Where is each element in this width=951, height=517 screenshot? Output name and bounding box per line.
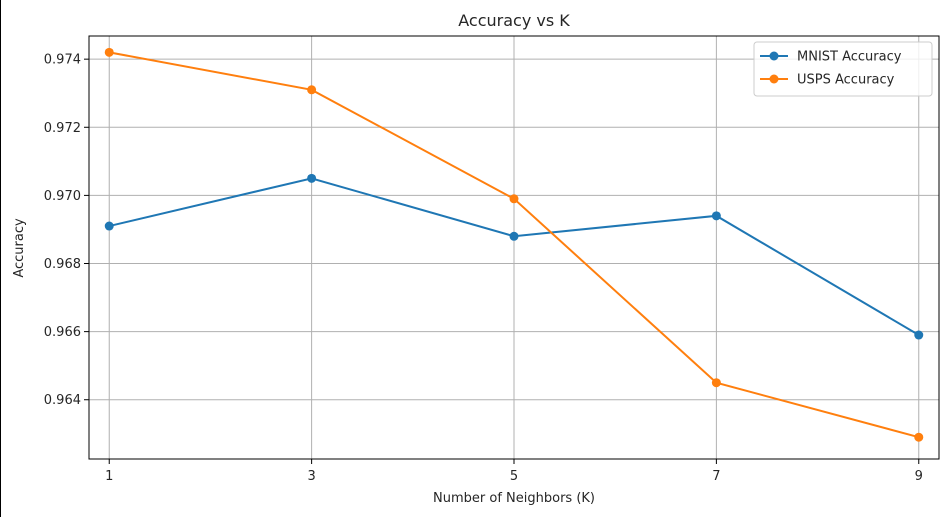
y-axis-ticks: 0.964 0.966 0.968 0.970 0.972 0.974: [44, 53, 89, 408]
y-axis-label: Accuracy: [12, 218, 27, 278]
data-point: [914, 432, 924, 442]
legend-label: USPS Accuracy: [797, 73, 895, 88]
window-left-border: [0, 0, 1, 517]
x-tick-label: 7: [712, 469, 720, 484]
legend-marker: [769, 74, 779, 84]
y-tick-label: 0.974: [44, 53, 81, 68]
data-point: [104, 221, 114, 231]
grid-lines: [89, 36, 939, 459]
y-tick-label: 0.970: [44, 189, 81, 204]
x-tick-label: 9: [915, 469, 923, 484]
legend-item: USPS Accuracy: [760, 73, 895, 88]
legend-label: MNIST Accuracy: [797, 50, 902, 65]
data-point: [509, 194, 519, 204]
data-point: [104, 47, 114, 57]
data-point: [914, 330, 924, 340]
series-layer: [104, 47, 924, 442]
data-point: [509, 231, 519, 241]
legend-box: [753, 41, 933, 97]
x-tick-label: 1: [105, 469, 113, 484]
series-usps: [104, 47, 924, 442]
y-tick-label: 0.966: [44, 325, 81, 340]
x-tick-label: 5: [510, 469, 518, 484]
y-tick-label: 0.964: [44, 393, 81, 408]
x-axis-label: Number of Neighbors (K): [433, 491, 595, 506]
chart-title: Accuracy vs K: [458, 11, 570, 30]
x-axis-ticks: 1 3 5 7 9: [105, 459, 923, 484]
series-mnist: [104, 173, 924, 340]
data-point: [307, 173, 317, 183]
legend-item: MNIST Accuracy: [760, 50, 902, 65]
y-tick-label: 0.972: [44, 121, 81, 136]
legend-marker: [769, 51, 779, 61]
data-point: [711, 378, 721, 388]
y-tick-label: 0.968: [44, 257, 81, 272]
data-point: [307, 85, 317, 95]
legend: MNIST Accuracy USPS Accuracy: [753, 41, 933, 97]
x-tick-label: 3: [307, 469, 315, 484]
data-point: [711, 211, 721, 221]
